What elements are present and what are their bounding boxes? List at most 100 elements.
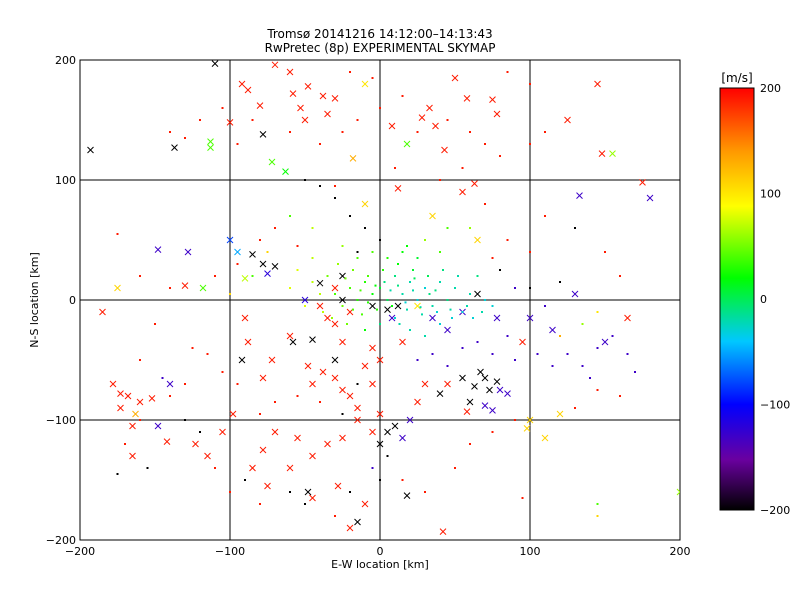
dot-marker xyxy=(544,215,546,217)
colorbar-tick-label: 200 xyxy=(760,82,781,95)
dot-marker xyxy=(596,389,599,391)
dot-marker xyxy=(322,311,324,313)
cross-marker xyxy=(282,168,289,175)
cross-marker xyxy=(268,158,276,166)
cross-marker xyxy=(309,336,316,343)
dot-marker xyxy=(401,251,404,253)
dot-marker xyxy=(446,119,449,121)
cross-marker xyxy=(639,179,646,186)
dot-marker xyxy=(514,419,516,421)
colorbar-tick-label: −100 xyxy=(760,399,790,412)
cross-marker xyxy=(361,200,369,208)
dot-marker xyxy=(544,131,546,133)
cross-marker xyxy=(463,408,471,415)
dot-marker xyxy=(506,239,509,241)
dot-marker xyxy=(476,341,479,343)
dot-marker xyxy=(199,431,201,433)
cross-marker xyxy=(289,90,297,97)
dot-marker xyxy=(566,353,569,355)
dot-marker xyxy=(169,131,171,133)
dot-marker xyxy=(446,227,449,229)
cross-marker xyxy=(601,338,609,346)
cross-marker xyxy=(316,302,324,310)
dot-marker xyxy=(184,419,186,421)
dot-marker xyxy=(551,365,554,367)
dot-marker xyxy=(349,287,351,289)
cross-marker xyxy=(493,314,501,322)
cross-marker xyxy=(376,356,384,364)
cross-marker xyxy=(207,138,214,145)
cross-marker xyxy=(369,302,376,310)
dot-marker xyxy=(346,323,348,325)
dot-marker xyxy=(244,479,246,481)
dot-marker xyxy=(574,407,576,409)
cross-marker xyxy=(304,83,312,90)
dot-marker xyxy=(311,281,314,283)
dot-marker xyxy=(406,245,408,247)
dot-marker xyxy=(236,383,239,385)
dot-marker xyxy=(413,277,416,280)
cross-marker xyxy=(136,398,144,406)
dot-marker xyxy=(337,263,339,265)
dot-marker xyxy=(386,455,389,457)
cross-marker xyxy=(369,428,376,436)
cross-marker xyxy=(471,383,478,390)
dot-marker xyxy=(319,185,321,187)
cross-marker xyxy=(421,380,429,388)
dot-marker xyxy=(529,251,531,253)
cross-marker xyxy=(436,390,444,397)
dot-marker xyxy=(259,239,261,241)
dot-marker xyxy=(371,77,374,79)
cross-marker xyxy=(264,270,271,277)
cross-marker xyxy=(463,95,471,102)
cross-marker xyxy=(286,464,294,472)
cross-marker xyxy=(226,236,234,244)
dot-marker xyxy=(319,143,321,145)
dot-marker xyxy=(416,257,419,259)
cross-marker xyxy=(609,150,616,157)
dot-marker xyxy=(416,299,419,301)
dot-marker xyxy=(352,308,354,311)
dot-marker xyxy=(626,353,629,355)
cross-marker xyxy=(286,68,294,76)
cross-marker xyxy=(564,116,571,124)
cross-marker xyxy=(391,422,399,430)
cross-marker xyxy=(346,524,354,532)
cross-marker xyxy=(481,374,489,382)
cross-marker xyxy=(489,96,496,103)
dot-marker xyxy=(424,239,426,241)
dot-marker xyxy=(596,311,599,313)
dot-marker xyxy=(379,479,381,481)
dot-marker xyxy=(559,281,561,283)
cross-marker xyxy=(346,392,354,400)
dot-marker xyxy=(416,131,419,133)
dot-marker xyxy=(419,306,422,309)
cross-marker xyxy=(444,326,451,334)
dot-marker xyxy=(341,413,344,415)
cross-marker xyxy=(268,356,276,364)
cross-marker xyxy=(304,362,312,370)
cross-marker xyxy=(154,422,162,430)
dot-marker xyxy=(424,491,426,493)
cross-marker xyxy=(241,314,249,322)
dot-marker xyxy=(431,353,434,355)
cross-marker xyxy=(477,368,484,376)
dot-marker xyxy=(349,215,351,217)
dot-marker xyxy=(401,95,404,97)
cross-marker xyxy=(466,398,474,406)
cross-marker xyxy=(294,434,301,442)
dot-marker xyxy=(341,305,344,307)
dot-marker xyxy=(536,353,539,355)
cross-marker xyxy=(519,338,526,346)
dot-marker xyxy=(296,269,299,271)
dot-marker xyxy=(371,293,374,295)
dot-marker xyxy=(604,251,606,253)
dot-marker xyxy=(619,395,621,397)
dot-marker xyxy=(446,299,449,301)
dot-marker xyxy=(634,371,636,373)
cross-marker xyxy=(556,410,564,418)
dot-marker xyxy=(191,347,194,349)
colorbar xyxy=(719,87,755,511)
dot-marker xyxy=(409,281,411,283)
